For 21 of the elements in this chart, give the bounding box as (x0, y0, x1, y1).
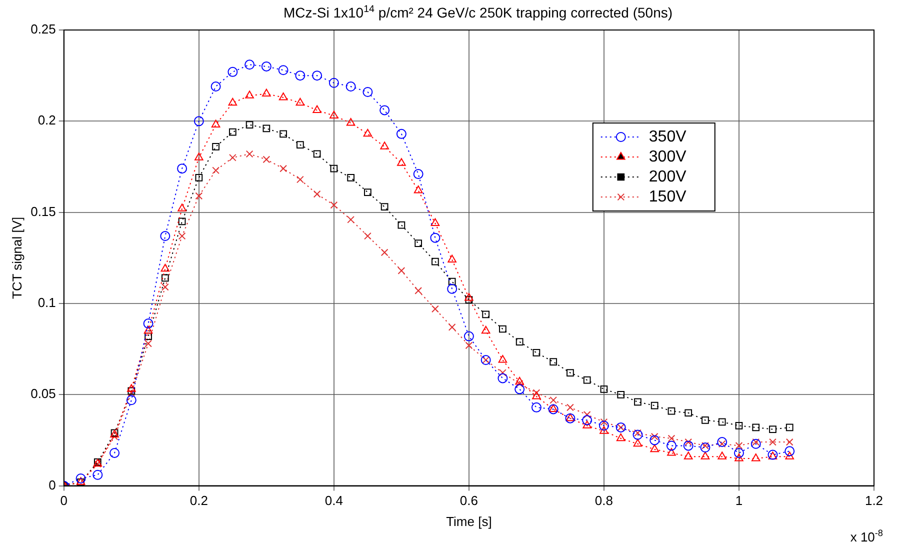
chart-title: MCz-Si 1x10$^{14}$ p/cm² 24 GeV/c 250K trapping corrected (50ns) (282, 4, 674, 21)
y-tick-label: 0.1 (38, 295, 56, 310)
legend-label: 150V (648, 188, 687, 206)
x-tick-label: 0.6 (460, 493, 478, 508)
y-tick-label: 0.15 (30, 204, 56, 219)
x-tick-label: 0.2 (190, 493, 208, 508)
y-tick-label: 0.05 (30, 386, 56, 402)
y-tick-label: 0 (48, 477, 56, 492)
x-tick-label: 0.4 (324, 493, 343, 508)
y-tick-label: 0.2 (38, 112, 56, 128)
x-tick-label: 1 (735, 493, 743, 508)
legend-label: 300V (648, 148, 687, 166)
x-tick-label: 1.2 (864, 493, 884, 508)
x-tick-label: 0 (60, 493, 68, 508)
legend-label: 350V (648, 128, 687, 146)
x-axis-title: Time [s] (446, 514, 492, 529)
text: x 10$^{-8}$ (850, 528, 883, 544)
y-tick-label: 0.25 (30, 22, 56, 37)
legend-label: 200V (648, 168, 687, 186)
y-axis-title: TCT signal [V] (9, 216, 24, 299)
x-tick-label: 0.8 (594, 493, 614, 508)
